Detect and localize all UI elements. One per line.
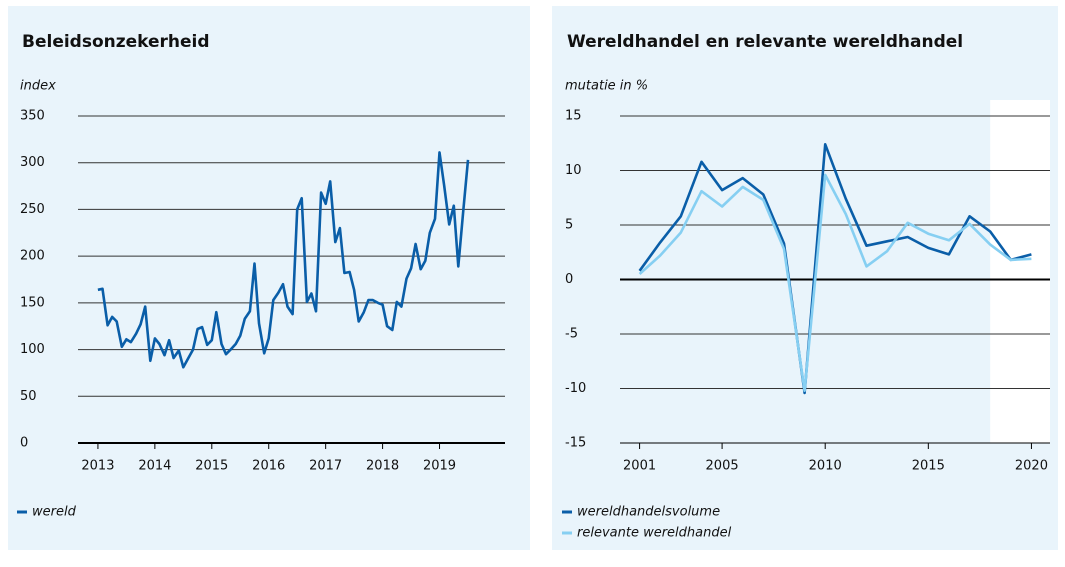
y-tick-label: 350 — [20, 109, 45, 124]
y-tick-label: 0 — [565, 272, 573, 287]
panel — [8, 6, 530, 550]
y-tick-label: 150 — [20, 295, 45, 310]
legend-label: relevante wereldhandel — [577, 526, 732, 541]
line — [97, 151, 470, 369]
x-tick-label: 2017 — [309, 459, 342, 474]
y-axis-label: index — [20, 79, 56, 94]
y-tick-label: 5 — [565, 218, 573, 233]
chart-title: Wereldhandel en relevante wereldhandel — [567, 32, 963, 52]
legend-label: wereld — [32, 505, 77, 520]
y-tick-label: -5 — [565, 327, 578, 342]
y-tick-label: -10 — [565, 381, 586, 396]
x-tick-label: 2015 — [195, 459, 228, 474]
line — [638, 143, 1032, 395]
y-tick-label: 250 — [20, 202, 45, 217]
y-tick-label: 300 — [20, 155, 45, 170]
panel — [552, 6, 1058, 550]
y-tick-label: 100 — [20, 342, 45, 357]
x-tick-label: 2013 — [81, 459, 114, 474]
x-tick-label: 2010 — [809, 459, 842, 474]
x-tick-label: 2016 — [252, 459, 285, 474]
x-tick-label: 2020 — [1015, 459, 1048, 474]
y-tick-label: 10 — [565, 163, 582, 178]
chart-title: Beleidsonzekerheid — [22, 32, 210, 52]
y-tick-label: -15 — [565, 436, 586, 451]
y-tick-label: 15 — [565, 109, 582, 124]
x-tick-label: 2001 — [623, 459, 656, 474]
legend-label: wereldhandelsvolume — [577, 505, 720, 520]
x-tick-label: 2019 — [423, 459, 456, 474]
forecast-area — [990, 100, 1050, 443]
x-tick-label: 2018 — [366, 459, 399, 474]
x-tick-label: 2005 — [706, 459, 739, 474]
y-tick-label: 50 — [20, 389, 37, 404]
y-tick-label: 200 — [20, 249, 45, 264]
x-tick-label: 2015 — [912, 459, 945, 474]
y-tick-label: 0 — [20, 436, 28, 451]
x-tick-label: 2014 — [138, 459, 171, 474]
y-axis-label: mutatie in % — [565, 79, 648, 94]
line — [638, 173, 1032, 392]
